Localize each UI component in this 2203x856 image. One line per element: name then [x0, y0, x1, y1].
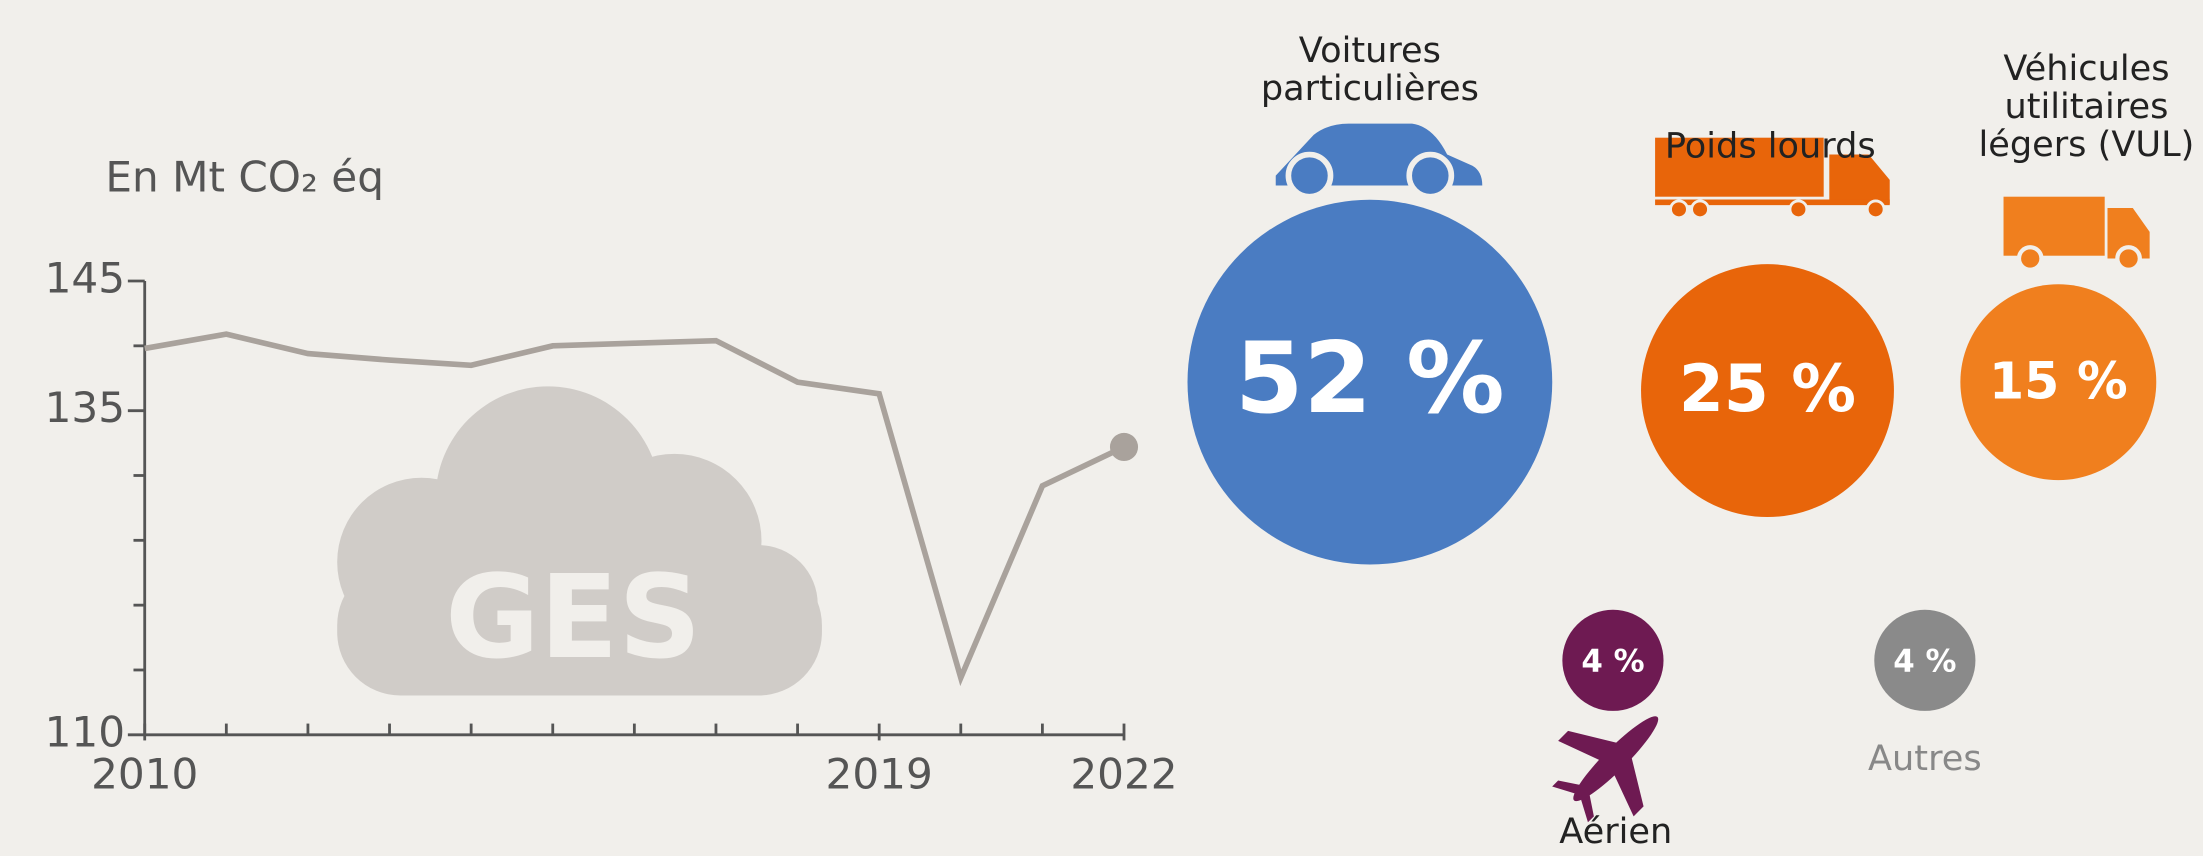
y-tick-label: 110: [45, 707, 125, 756]
y-tick-label: 135: [45, 383, 125, 432]
cloud-label: GES: [445, 551, 701, 685]
y-tick-label: 145: [45, 254, 125, 303]
x-tick-label: 2019: [826, 749, 933, 798]
bubble-label: 52 %: [1235, 322, 1505, 436]
truck-icon: [1655, 137, 1890, 220]
bubble-label: 4 %: [1581, 644, 1644, 680]
category-label: Autres: [1868, 737, 1982, 779]
data-line: [144, 331, 1126, 687]
end-point: [1109, 432, 1139, 462]
cloud-icon: [337, 386, 822, 696]
category-label: Aérien: [1559, 810, 1673, 852]
bubble-label: 4 %: [1893, 644, 1956, 680]
x-tick-label: 2010: [91, 749, 198, 798]
bubble: [1187, 199, 1553, 565]
bubble-label: 15 %: [1989, 351, 2128, 410]
bubble-label: 25 %: [1679, 352, 1856, 427]
axis-unit-label: En Mt CO₂ éq: [105, 152, 384, 201]
category-label: Poids lourds: [1664, 125, 1876, 166]
bubble: [1641, 264, 1894, 518]
category-label: Véhicules utilitaires légers (VUL): [1978, 47, 2195, 165]
bubble: [1960, 284, 2157, 481]
bubble: [1874, 609, 1976, 711]
car-icon: [1275, 123, 1483, 200]
van-icon: [2003, 196, 2150, 272]
plane-icon: [1552, 716, 1659, 823]
x-tick-label: 2022: [1070, 749, 1177, 798]
bubble: [1562, 609, 1664, 711]
category-label: Voitures particulières: [1260, 29, 1479, 109]
